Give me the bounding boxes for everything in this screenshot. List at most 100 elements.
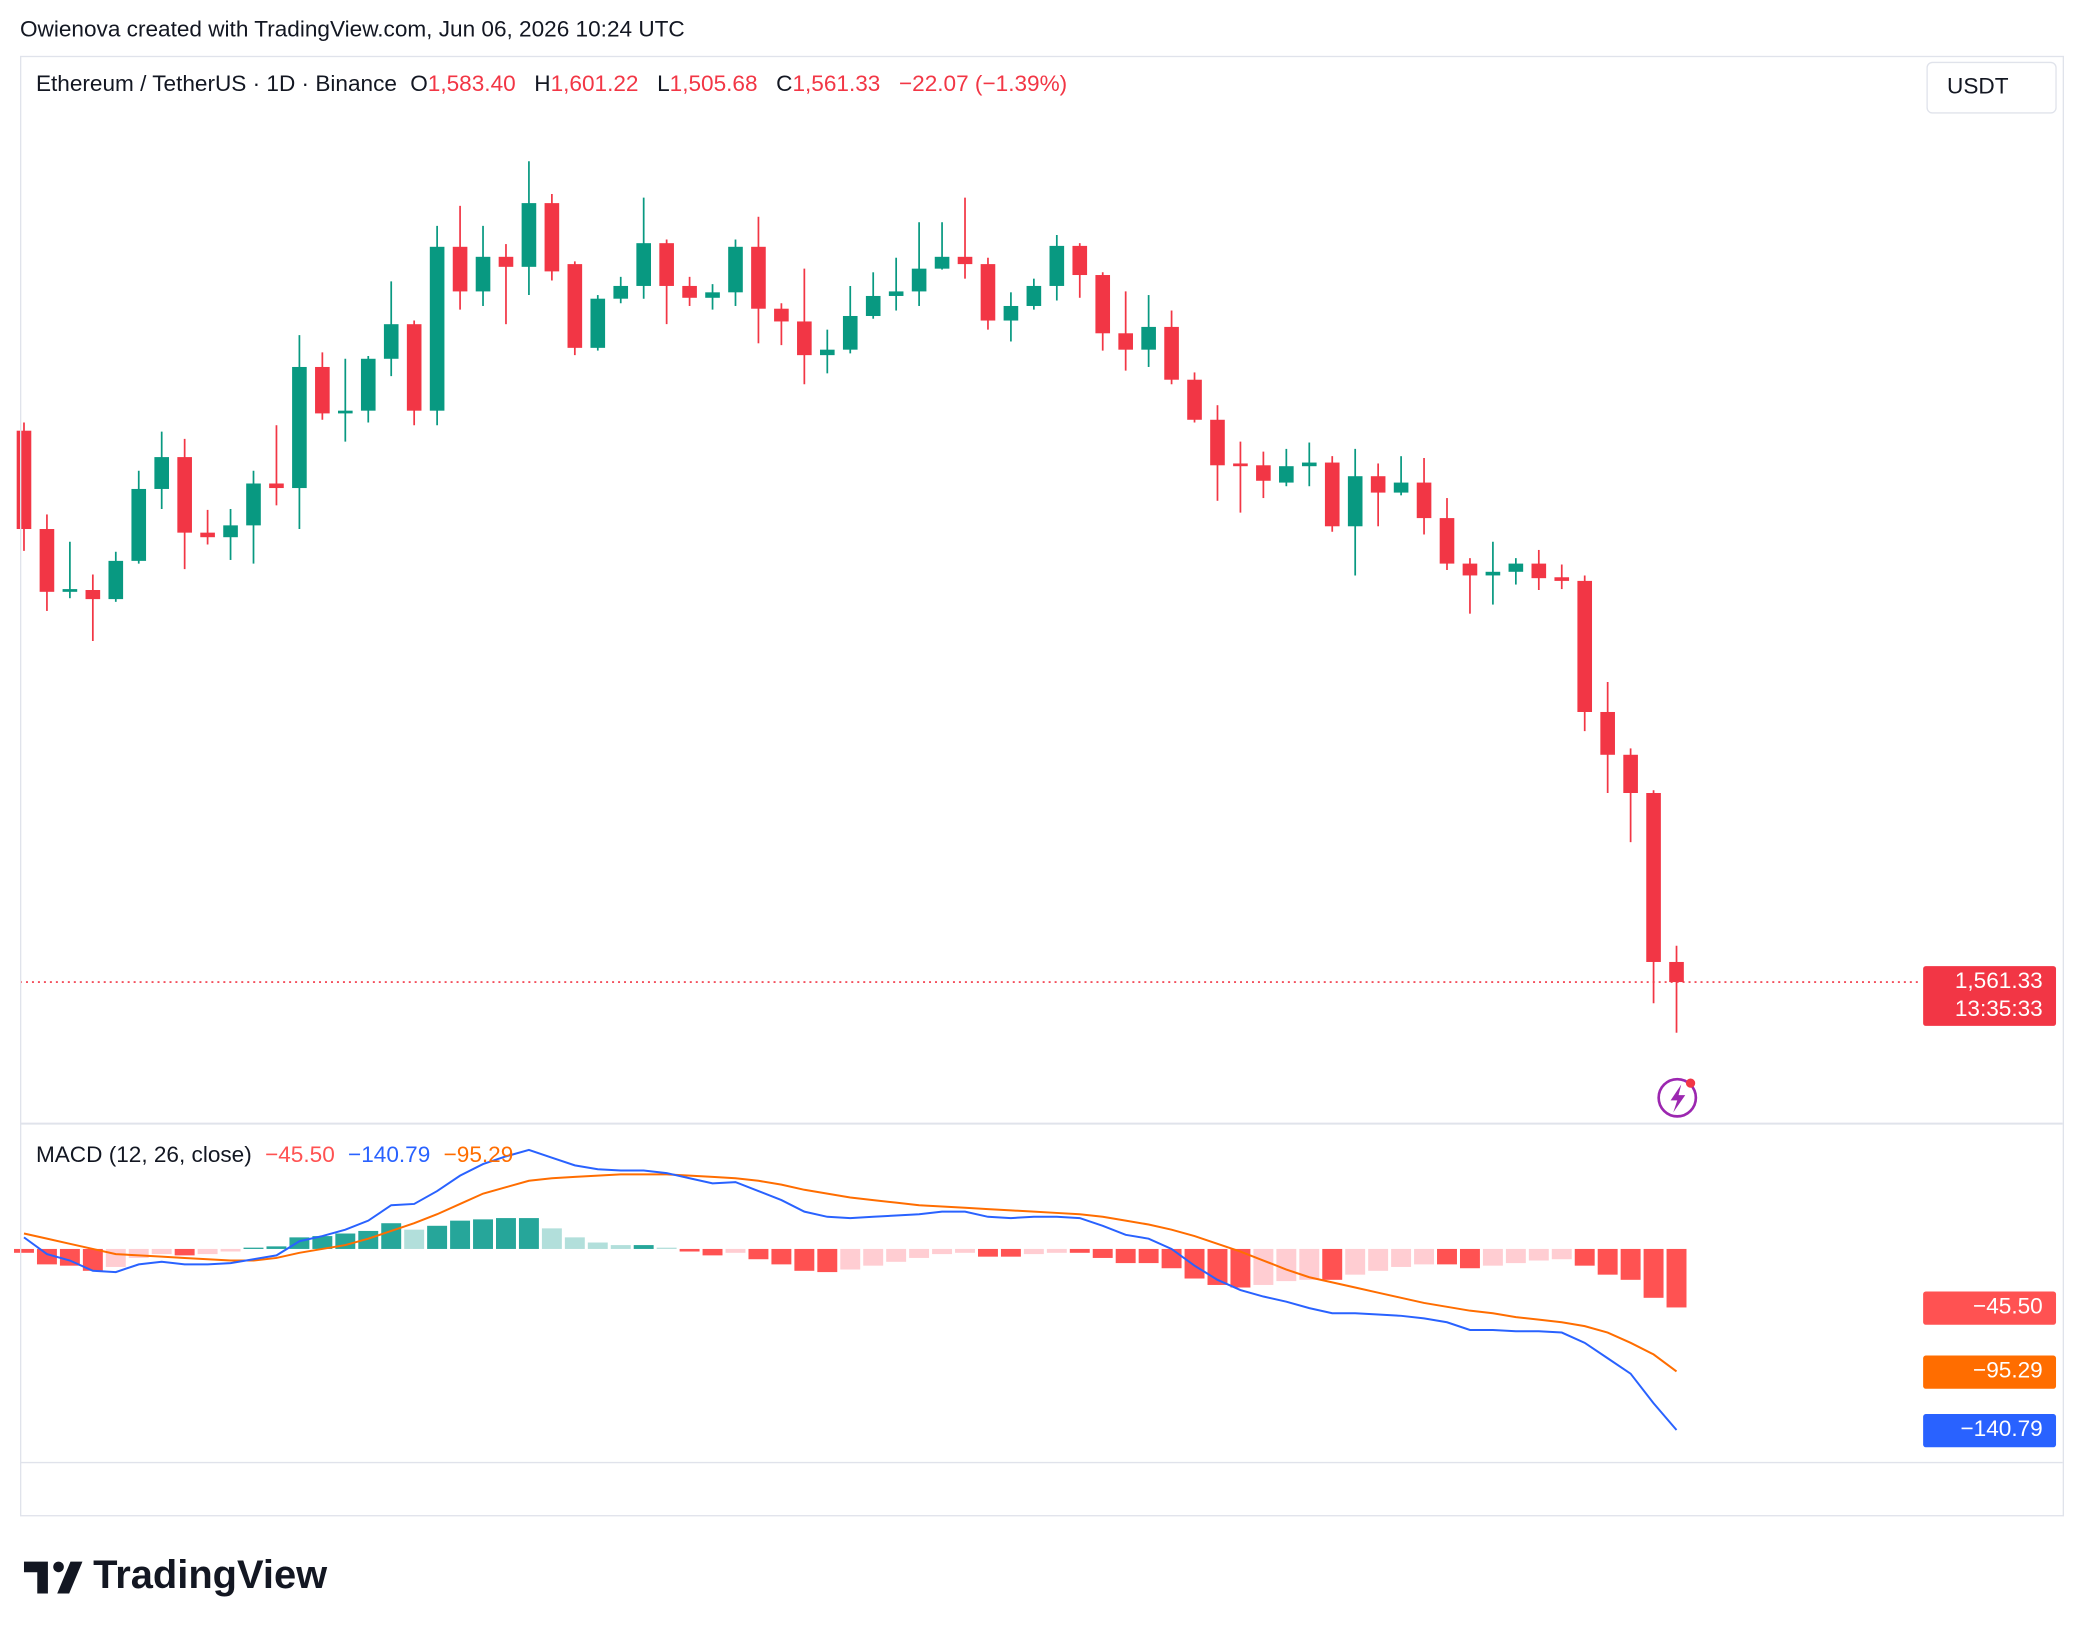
candle-body [1393, 482, 1409, 493]
candle-body [452, 246, 468, 292]
chart-frame [19, 55, 2065, 1517]
histogram-bar [725, 1248, 746, 1253]
histogram-bar [679, 1248, 700, 1252]
histogram-bar [496, 1218, 516, 1249]
candle-body [108, 560, 124, 600]
brand: TradingView [93, 1553, 328, 1597]
candle-body [1187, 379, 1202, 420]
histogram-bar [1161, 1248, 1182, 1269]
currency-label[interactable]: USDT [1947, 74, 2009, 99]
signal-badge-label: −95.29 [1973, 1357, 2043, 1382]
histogram-bar [587, 1242, 608, 1249]
histogram-bar [266, 1246, 287, 1249]
candle-body [498, 256, 514, 267]
candle-body [1531, 563, 1547, 579]
candle-body [682, 285, 697, 298]
currency-button[interactable] [1926, 61, 2057, 114]
macd-line [23, 1148, 1678, 1431]
histogram-bar [633, 1245, 654, 1249]
histogram-bar [243, 1247, 264, 1249]
ohlc-value: 1,561.33 [792, 71, 880, 96]
histogram-bar [748, 1248, 769, 1260]
candle-body [751, 246, 766, 309]
histogram-bar [886, 1248, 907, 1262]
candle-body [1118, 333, 1133, 350]
histogram-bar [1620, 1248, 1641, 1280]
alert-icon[interactable] [1657, 1077, 1698, 1118]
macd-value: −140.79 [348, 1142, 430, 1167]
histogram-bar [977, 1248, 998, 1257]
candle-body [16, 430, 32, 530]
histogram-bar [840, 1248, 861, 1270]
candle-body [934, 256, 950, 269]
histogram-bar [1023, 1248, 1044, 1255]
candle-body [980, 264, 996, 321]
histogram-bar [289, 1237, 310, 1249]
histogram-badge [1923, 1291, 2057, 1325]
candle-body [911, 268, 927, 292]
histogram-bar [220, 1248, 241, 1252]
histogram-bar [1551, 1248, 1572, 1260]
histogram-bar [794, 1248, 815, 1271]
candle-body [1324, 462, 1340, 527]
candle-body [1141, 326, 1156, 350]
candle-body [1554, 577, 1570, 581]
candle-body [1003, 305, 1019, 321]
histogram-bar [1414, 1248, 1435, 1265]
overlay-layer: 1,561.33 13:35:33 Ethereum / TetherUS · 1D… [36, 71, 2057, 1448]
histogram-bar [404, 1229, 425, 1249]
candle-body [659, 243, 674, 286]
histogram-bar [1184, 1248, 1205, 1279]
histogram-bar [174, 1248, 195, 1256]
histogram-bar [1092, 1248, 1113, 1258]
histogram-bar [128, 1248, 149, 1258]
candle-body [1577, 580, 1593, 712]
candle-body [429, 246, 445, 411]
candle-body [1370, 476, 1386, 493]
candle-body [1301, 462, 1317, 467]
candle-body [62, 589, 78, 592]
candle-body [475, 256, 491, 292]
histogram-bar [450, 1220, 471, 1249]
tradingview-logo-icon [23, 1561, 83, 1594]
candle-body [865, 295, 881, 316]
histogram-bar [59, 1248, 80, 1266]
histogram-bar [817, 1248, 838, 1273]
candle-body [1164, 326, 1179, 380]
candle-body [1210, 419, 1225, 466]
candle-body [1026, 285, 1042, 306]
histogram-bar [381, 1223, 402, 1249]
candle-body [315, 366, 330, 414]
candle-body [1095, 275, 1111, 334]
histogram-value: −45.50 [265, 1142, 335, 1167]
candle-body [338, 410, 353, 414]
histogram-bar [1230, 1248, 1251, 1288]
histogram-bar [564, 1237, 585, 1249]
histogram-bar [1299, 1248, 1320, 1280]
candle-body [888, 291, 904, 296]
candle-body [406, 324, 422, 411]
histogram-bar [1000, 1248, 1021, 1257]
histogram-bar [1505, 1248, 1526, 1264]
candle-body [1646, 793, 1661, 962]
candle-body [590, 298, 606, 348]
histogram-bar [932, 1248, 953, 1255]
candle-body [39, 529, 55, 592]
signal-line [23, 1173, 1678, 1373]
histogram-bar [863, 1248, 884, 1266]
histogram-bar [1528, 1248, 1549, 1261]
histogram-bar [197, 1248, 218, 1255]
candle-body [1669, 961, 1684, 983]
candle-body [1347, 476, 1363, 527]
candle-body [200, 532, 215, 538]
histogram-bar [151, 1248, 172, 1255]
histogram-bar [656, 1247, 677, 1249]
candle-body [1508, 563, 1524, 572]
histogram-bar [1253, 1248, 1274, 1285]
histogram-bar [358, 1230, 379, 1249]
histogram-bar [610, 1245, 631, 1249]
candle-body [636, 243, 651, 286]
histogram-bar [518, 1218, 539, 1249]
histogram-bar [1437, 1248, 1457, 1265]
histogram-bar [1115, 1248, 1136, 1264]
